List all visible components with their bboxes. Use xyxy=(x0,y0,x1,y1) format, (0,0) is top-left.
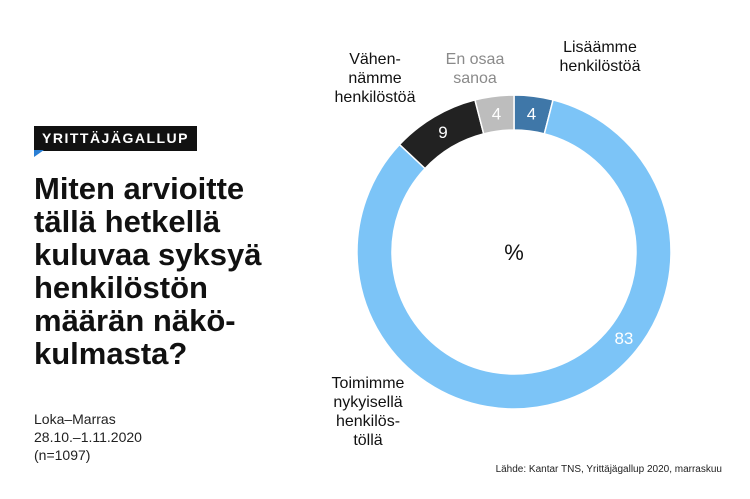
badge-accent xyxy=(34,150,44,157)
gallup-badge: YRITTÄJÄGALLUP xyxy=(34,126,197,151)
slice-vahennamme-value: 9 xyxy=(438,123,447,142)
slice-toimimme xyxy=(356,99,672,410)
period-dates: 28.10.–1.11.2020 xyxy=(34,429,142,445)
sample-size: (n=1097) xyxy=(34,447,91,463)
label-vahennamme: Vähen- nämme henkilöstöä xyxy=(334,51,416,106)
slice-en-osaa-value: 4 xyxy=(492,105,501,124)
slice-en-osaa xyxy=(474,94,515,135)
period-months: Loka–Marras xyxy=(34,411,116,427)
slice-toimimme-value: 83 xyxy=(614,329,633,348)
label-lisaamme: Lisäämme henkilöstöä xyxy=(559,39,641,75)
source-note: Lähde: Kantar TNS, Yrittäjägallup 2020, … xyxy=(495,464,722,475)
slice-lisaamme-value: 4 xyxy=(527,105,536,124)
label-en-osaa: En osaa sanoa xyxy=(445,51,505,87)
chart-title: Miten arvioitte tällä hetkellä kuluvaa s… xyxy=(34,171,262,371)
survey-period: Loka–Marras 28.10.–1.11.2020 (n=1097) xyxy=(34,410,142,464)
center-unit-label: % xyxy=(504,240,524,265)
label-toimimme: Toimimme nykyisellä henkilös- töllä xyxy=(331,375,405,449)
